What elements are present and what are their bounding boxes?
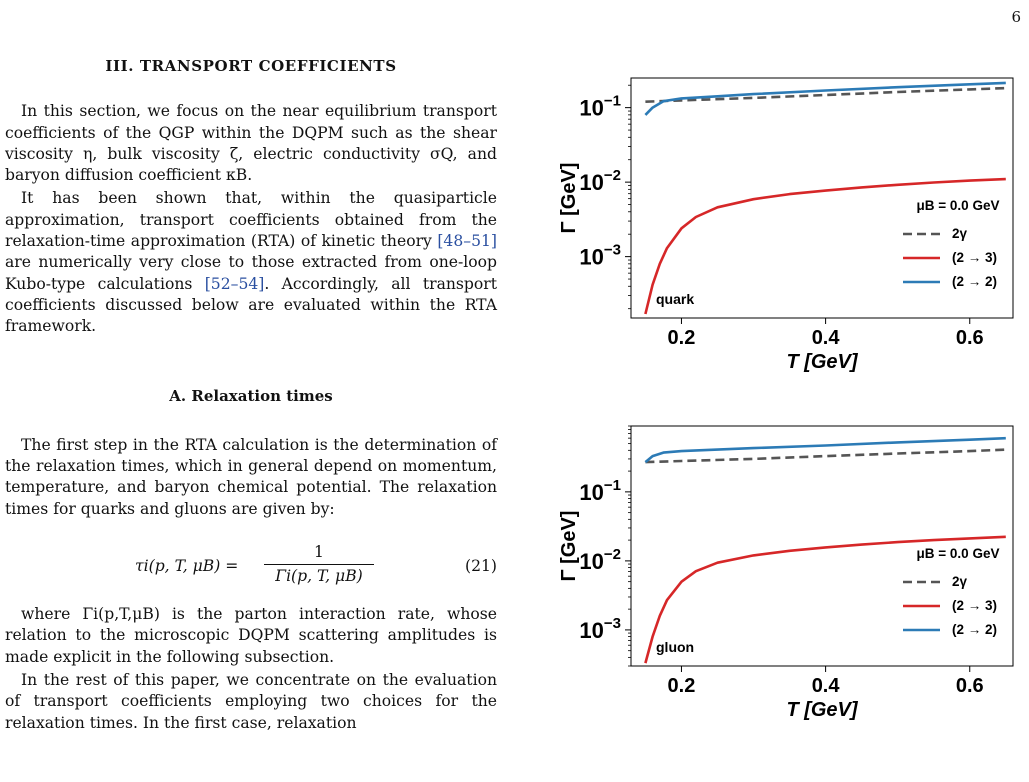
series-line-0 (645, 448, 1006, 464)
y-axis-label: Γ [GeV] (558, 511, 580, 582)
y-tick-exponent: −3 (604, 615, 621, 632)
x-axis-label: T [GeV] (786, 351, 858, 373)
chart-quark: 10−310−210−10.2 0.4 0.6T [GeV]Γ [GeV]quark… (558, 77, 1014, 373)
series-line-2 (644, 436, 1006, 464)
x-tick-label: 0.2 (668, 327, 696, 349)
paragraph-rta-part2: are numerically very close to those extr… (5, 253, 497, 293)
citation-link-52-54[interactable]: [52–54] (204, 274, 265, 293)
legend-title: μB = 0.0 GeV (917, 198, 1000, 213)
legend-label-0: 2γ (952, 574, 968, 589)
legend-label-2: (2 → 2) (952, 622, 997, 637)
y-tick-base: 10 (579, 96, 603, 121)
x-tick-label: 0.2 (668, 675, 696, 697)
panel-label: quark (656, 291, 694, 307)
equation-fraction: 1 Γi(p, T, μB) (264, 542, 374, 588)
citation-link-48-51[interactable]: [48–51] (437, 232, 497, 251)
y-tick-label: 10−2 (579, 546, 621, 574)
page-number: 6 (1011, 8, 1021, 26)
plot-frame (630, 425, 1014, 667)
y-tick-label: 10−2 (579, 167, 621, 195)
y-tick-base: 10 (579, 480, 603, 505)
y-tick-exponent: −1 (604, 477, 621, 494)
paragraph-relaxation: The first step in the RTA calculation is… (5, 435, 497, 518)
y-tick-exponent: −2 (604, 546, 621, 563)
y-tick-base: 10 (579, 245, 603, 270)
equation-lhs: τi(p, T, μB) = (135, 557, 239, 576)
figure-quark-rates: 10−3 10−2 10−1 0.2 0.4 0.6 T [GeV] Γ [GeV] quark… (548, 70, 1018, 384)
legend-label-0: 2γ (952, 226, 968, 241)
paragraph-interaction-rate: where Γi(p,T,μB) is the parton interacti… (5, 605, 497, 666)
x-tick-label: 0.4 (812, 327, 841, 349)
y-tick-exponent: −3 (604, 242, 621, 259)
series-line-1 (644, 177, 1006, 315)
y-tick-base: 10 (579, 618, 603, 643)
equation-numerator: 1 (264, 542, 374, 566)
x-tick-label: 0.6 (956, 675, 984, 697)
legend-title: μB = 0.0 GeV (917, 546, 1000, 561)
paragraph-rest: In the rest of this paper, we concentrat… (5, 670, 497, 732)
figure-gluon-rates: 10−3 10−2 10−1 0.2 0.4 0.6 T [GeV] Γ [GeV] gluon… (548, 418, 1018, 732)
equation-number: (21) (464, 557, 497, 576)
x-axis-label: T [GeV] (786, 699, 858, 721)
y-tick-label: 10−3 (579, 615, 621, 643)
paragraph-rta-part3: . Accordingly, all transport coefficient… (5, 274, 497, 336)
panel-label: gluon (656, 639, 694, 655)
series-line-0 (645, 86, 1006, 103)
x-tick-label: 0.4 (812, 675, 841, 697)
y-tick-label: 10−1 (579, 93, 621, 121)
y-tick-base: 10 (579, 170, 603, 195)
chart-gluon: 10−310−210−10.2 0.4 0.6T [GeV]Γ [GeV]gluon… (558, 425, 1014, 721)
plot-frame (630, 77, 1014, 319)
series-line-2 (644, 81, 1006, 116)
y-axis-label: Γ [GeV] (558, 163, 580, 234)
section-heading: III. TRANSPORT COEFFICIENTS (105, 57, 397, 75)
equation-21: τi(p, T, μB) = 1 Γi(p, T, μB) (21) (5, 542, 497, 590)
paragraph-rta-part1: It has been shown that, within the quasi… (5, 189, 497, 251)
text-column: III. TRANSPORT COEFFICIENTS In this sect… (5, 50, 497, 734)
y-tick-label: 10−3 (579, 242, 621, 270)
y-tick-exponent: −1 (604, 93, 621, 110)
paragraph-intro: In this section, we focus on the near eq… (5, 102, 497, 185)
x-tick-label: 0.6 (956, 327, 984, 349)
equation-denominator: Γi(p, T, μB) (275, 567, 363, 586)
subsection-heading: A. Relaxation times (169, 386, 333, 405)
legend-label-1: (2 → 3) (952, 598, 997, 613)
legend-label-2: (2 → 2) (952, 274, 997, 289)
paragraph-rta: It has been shown that, within the quasi… (5, 188, 497, 337)
series-line-1 (644, 535, 1006, 664)
y-tick-base: 10 (579, 549, 603, 574)
y-tick-exponent: −2 (604, 167, 621, 184)
legend-label-1: (2 → 3) (952, 250, 997, 265)
y-tick-label: 10−1 (579, 477, 621, 505)
